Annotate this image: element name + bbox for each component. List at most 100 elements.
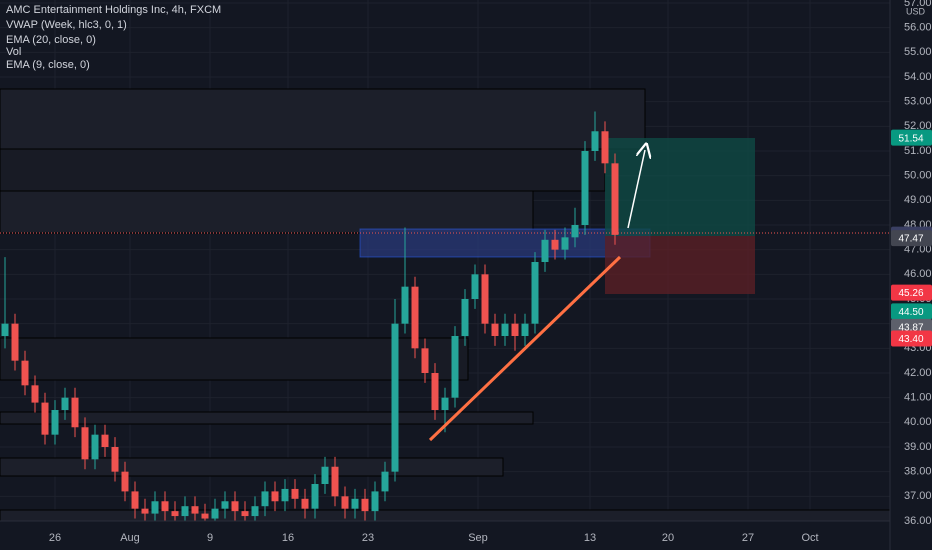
y-tick-label: 46.00 <box>904 268 932 280</box>
indicator: VWAP (Week, hlc3, 0, 1) <box>6 19 127 31</box>
candle-body <box>551 239 559 250</box>
x-tick-label: Oct <box>801 532 818 544</box>
candle-body <box>31 385 39 403</box>
candle-body <box>391 323 399 472</box>
candle-body <box>611 163 619 235</box>
candle-body <box>211 508 219 519</box>
price-badge-label: 45.26 <box>898 288 923 299</box>
price-badge-label: 51.54 <box>898 133 923 144</box>
candle-body <box>501 323 509 336</box>
y-tick-label: 57.00 <box>904 0 932 9</box>
x-tick-label: Sep <box>468 532 488 544</box>
candle-body <box>341 496 349 509</box>
price-badge <box>891 230 932 247</box>
candle-body <box>21 360 29 386</box>
indicator: Vol <box>6 46 21 58</box>
candle-body <box>421 348 429 373</box>
drawings <box>0 88 890 521</box>
chart-title: AMC Entertainment Holdings Inc, 4h, FXCM <box>6 4 221 16</box>
y-tick-label: 37.00 <box>904 490 932 502</box>
candle-body <box>441 397 449 410</box>
candles <box>1 111 619 521</box>
zone <box>0 190 534 234</box>
candle-body <box>181 506 189 517</box>
candle-body <box>301 498 309 509</box>
candle-body <box>521 323 529 336</box>
zone <box>0 337 469 381</box>
x-tick-label: 9 <box>207 532 213 544</box>
y-tick-label: 52.00 <box>904 120 932 132</box>
y-tick-label: 36.00 <box>904 515 932 527</box>
candle-body <box>41 402 49 435</box>
blue-zone <box>359 228 651 258</box>
candle-body <box>331 466 339 497</box>
trend-line <box>428 255 622 442</box>
candle-body <box>511 323 519 336</box>
price-badge-label: 47.47 <box>898 234 923 245</box>
candle-body <box>71 397 79 428</box>
loss-zone <box>605 236 755 294</box>
y-tick-label: 53.00 <box>904 96 932 108</box>
y-tick-label: 51.00 <box>904 145 932 157</box>
candle-body <box>191 506 199 514</box>
y-tick-label: 40.00 <box>904 416 932 428</box>
indicator: EMA (20, close, 0) <box>6 34 96 46</box>
y-tick-label: 55.00 <box>904 46 932 58</box>
candle-body <box>11 323 19 361</box>
indicator: EMA (9, close, 0) <box>6 59 90 71</box>
currency: USD <box>906 6 926 16</box>
candle-body <box>321 466 329 484</box>
candle-body <box>481 274 489 324</box>
candle-body <box>451 336 459 398</box>
candle-body <box>251 506 259 517</box>
candle-body <box>261 491 269 507</box>
candle-body <box>601 131 609 164</box>
price-badge <box>891 330 932 347</box>
zone <box>0 411 534 425</box>
candle-body <box>531 262 539 324</box>
y-tick-label: 54.00 <box>904 71 932 83</box>
x-tick-label: 20 <box>662 532 674 544</box>
price-badge <box>891 284 932 301</box>
x-tick-label: Aug <box>120 532 140 544</box>
candle-body <box>401 286 409 324</box>
candle-body <box>591 131 599 151</box>
y-tick-label: 50.00 <box>904 170 932 182</box>
candle-body <box>1 323 9 336</box>
candle-body <box>61 397 69 410</box>
candle-body <box>281 488 289 502</box>
y-tick-label: 39.00 <box>904 441 932 453</box>
y-tick-label: 56.00 <box>904 22 932 34</box>
x-tick-label: 16 <box>282 532 294 544</box>
candle-body <box>151 501 159 514</box>
zone <box>0 148 606 192</box>
price-badge-label: 43.87 <box>898 323 923 334</box>
y-tick-label: 38.00 <box>904 466 932 478</box>
x-tick-label: 23 <box>362 532 374 544</box>
candle-body <box>581 151 589 225</box>
candle-body <box>311 484 319 509</box>
y-tick-label: 41.00 <box>904 392 932 404</box>
candle-body <box>161 501 169 512</box>
x-tick-label: 26 <box>49 532 61 544</box>
candle-body <box>201 513 209 519</box>
y-tick-label: 47.00 <box>904 244 932 256</box>
candle-body <box>231 501 239 512</box>
candle-body <box>111 447 119 472</box>
candle-body <box>371 491 379 512</box>
zone <box>0 88 646 150</box>
candle-body <box>271 491 279 502</box>
candle-body <box>131 491 139 509</box>
candle-body <box>381 471 389 492</box>
candle-body <box>101 434 109 447</box>
candle-body <box>541 239 549 262</box>
zone <box>0 509 890 521</box>
candle-body <box>351 498 359 509</box>
candle-body <box>141 508 149 514</box>
y-tick-label: 42.00 <box>904 367 932 379</box>
candle-body <box>571 225 579 238</box>
candle-body <box>51 410 59 435</box>
y-tick-label: 49.00 <box>904 194 932 206</box>
price-badge-label: 43.40 <box>898 334 923 345</box>
x-tick-label: 27 <box>742 532 754 544</box>
